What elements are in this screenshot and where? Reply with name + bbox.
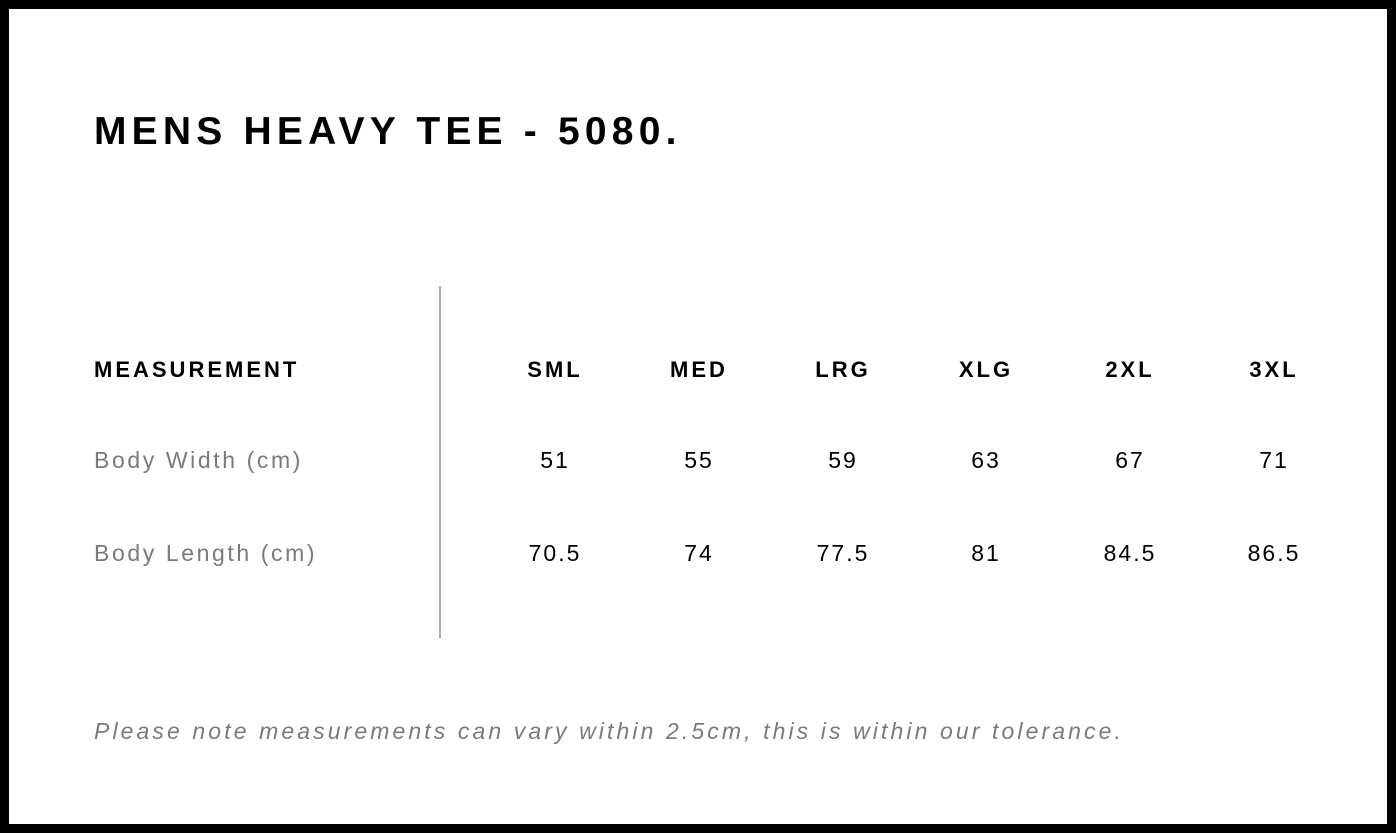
table-cell: 51 bbox=[540, 447, 570, 473]
size-header-3xl: 3XL bbox=[1249, 357, 1299, 382]
table-cell: 86.5 bbox=[1247, 540, 1301, 566]
table-cell: 71 bbox=[1259, 447, 1289, 473]
table-cell: 77.5 bbox=[816, 540, 870, 566]
tolerance-note: Please note measurements can vary within… bbox=[94, 718, 1125, 744]
table-cell: 74 bbox=[684, 540, 714, 566]
row-label-body-width: Body Width (cm) bbox=[94, 447, 303, 473]
size-header-sml: SML bbox=[527, 357, 583, 382]
table-cell: 55 bbox=[684, 447, 714, 473]
measurement-header: MEASUREMENT bbox=[94, 357, 300, 382]
table-cell: 63 bbox=[971, 447, 1001, 473]
table-cell: 84.5 bbox=[1103, 540, 1157, 566]
column-divider bbox=[439, 286, 441, 638]
page-title: MENS HEAVY TEE - 5080. bbox=[94, 110, 682, 153]
table-cell: 67 bbox=[1115, 447, 1145, 473]
table-cell: 70.5 bbox=[528, 540, 582, 566]
size-header-lrg: LRG bbox=[815, 357, 871, 382]
size-header-2xl: 2XL bbox=[1105, 357, 1155, 382]
size-header-med: MED bbox=[670, 357, 728, 382]
size-header-xlg: XLG bbox=[958, 357, 1014, 382]
row-label-body-length: Body Length (cm) bbox=[94, 540, 318, 566]
table-cell: 81 bbox=[971, 540, 1001, 566]
size-chart-card: MENS HEAVY TEE - 5080. MEASUREMENT SML 51… bbox=[9, 9, 1387, 824]
table-cell: 59 bbox=[828, 447, 858, 473]
